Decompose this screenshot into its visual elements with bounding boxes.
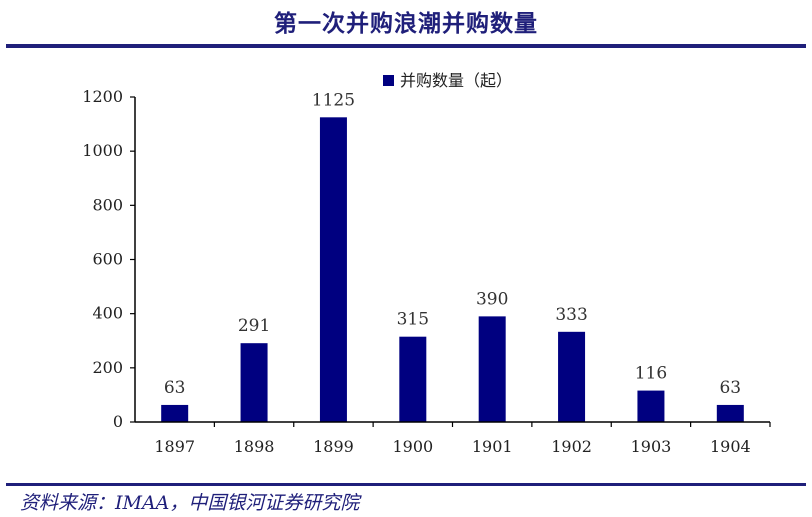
x-tick-label-1902: 1902 xyxy=(551,437,592,456)
chart-title: 第一次并购浪潮并购数量 xyxy=(274,11,538,37)
y-tick-label: 1000 xyxy=(82,141,123,160)
y-tick-label: 600 xyxy=(92,250,123,269)
x-tick-label-1898: 1898 xyxy=(234,437,275,456)
y-tick-label: 1200 xyxy=(82,87,123,106)
x-tick-label-1903: 1903 xyxy=(631,437,672,456)
x-tick-label-1901: 1901 xyxy=(472,437,513,456)
bar-1904 xyxy=(716,404,744,422)
x-axis-labels: 1897 1898 1899 1900 1901 1902 1903 1904 xyxy=(154,422,771,456)
y-tick-label: 400 xyxy=(92,304,123,323)
legend: 并购数量（起） xyxy=(383,71,512,90)
data-label-1903: 116 xyxy=(635,364,667,384)
bar-1902 xyxy=(558,331,586,422)
bar-1897 xyxy=(161,404,189,422)
data-label-1897: 63 xyxy=(164,378,186,398)
source-note: 资料来源：IMAA，中国银河证券研究院 xyxy=(20,492,360,514)
bar-1901 xyxy=(478,316,506,422)
x-tick-label-1900: 1900 xyxy=(392,437,433,456)
data-label-1900: 315 xyxy=(397,310,429,330)
y-tick-label: 0 xyxy=(113,412,123,431)
legend-label: 并购数量（起） xyxy=(400,71,512,90)
data-label-1898: 291 xyxy=(238,316,270,336)
bar-1900 xyxy=(399,336,427,422)
title-divider xyxy=(6,44,806,48)
x-tick-label-1897: 1897 xyxy=(154,437,195,456)
bar-1898 xyxy=(240,343,268,422)
y-axis-ticks: 0 200 400 600 800 1000 1200 xyxy=(82,87,135,431)
source-divider xyxy=(6,483,806,486)
x-tick-label-1904: 1904 xyxy=(710,437,751,456)
bar-1899 xyxy=(319,117,347,422)
data-label-1899: 1125 xyxy=(312,90,355,110)
bar-1903 xyxy=(637,390,665,422)
data-label-1904: 63 xyxy=(719,378,741,398)
x-tick-label-1899: 1899 xyxy=(313,437,354,456)
bars xyxy=(161,117,744,422)
legend-swatch xyxy=(383,75,394,86)
y-tick-label: 200 xyxy=(92,358,123,377)
data-labels: 63 291 1125 315 390 333 116 63 xyxy=(164,90,741,398)
y-tick-label: 800 xyxy=(92,195,123,214)
data-label-1902: 333 xyxy=(555,305,587,325)
data-label-1901: 390 xyxy=(476,289,508,309)
